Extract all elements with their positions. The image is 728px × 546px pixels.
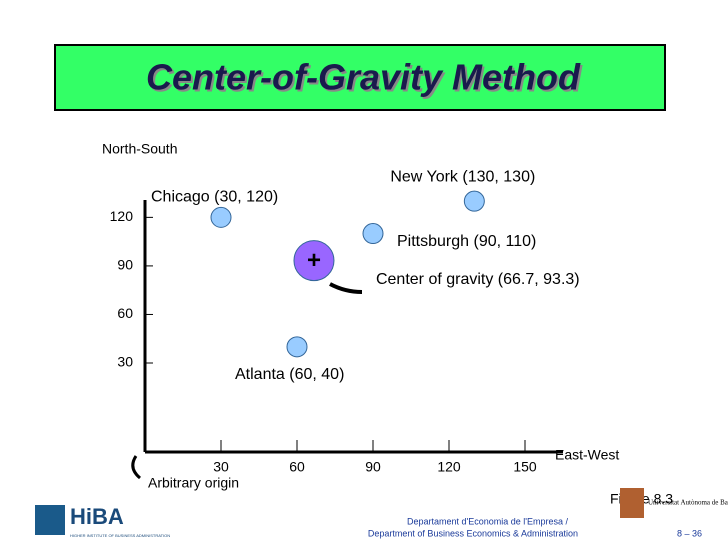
chart-title: Center-of-Gravity Method <box>146 57 581 98</box>
x-tick-label: 30 <box>213 459 229 475</box>
footer-en: Department of Business Economics & Admin… <box>368 528 578 538</box>
footer-es: Departament d'Economia de l'Empresa / <box>407 516 569 526</box>
hiba-logo: HiBA <box>70 504 124 529</box>
y-tick-label: 30 <box>117 354 133 370</box>
x-tick-label: 90 <box>365 459 381 475</box>
page-number: 8 – 36 <box>677 528 702 538</box>
title-shadow: Center-of-Gravity Method <box>148 59 583 100</box>
point <box>286 336 308 358</box>
center-label: Center of gravity (66.7, 93.3) <box>376 271 580 288</box>
x-tick-label: 60 <box>289 459 305 475</box>
center-marker: + <box>307 247 321 274</box>
x-tick-label: 120 <box>437 459 461 475</box>
uab-logo <box>620 488 644 518</box>
point <box>362 223 384 245</box>
y-axis-label: North-South <box>102 141 177 157</box>
center-point <box>293 240 335 282</box>
hiba-sub: HIGHER INSTITUTE OF BUSINESS ADMINISTRAT… <box>70 533 170 538</box>
point-label: Chicago (30, 120) <box>151 189 278 206</box>
x-axis-label: East-West <box>555 447 619 463</box>
y-tick-label: 90 <box>117 257 133 273</box>
origin-arrow <box>131 455 142 480</box>
y-tick-label: 60 <box>117 305 133 321</box>
uab-name: Universitat Autònoma de Barcelona <box>648 499 728 507</box>
point-label: Pittsburgh (90, 110) <box>397 233 536 250</box>
origin-label: Arbitrary origin <box>148 475 239 491</box>
x-tick-label: 150 <box>513 459 537 475</box>
center-arrow <box>329 282 363 294</box>
title-box <box>54 44 666 111</box>
point <box>210 206 232 228</box>
hiba-logo-mark <box>35 505 65 535</box>
point <box>463 190 485 212</box>
point-label: Atlanta (60, 40) <box>235 366 344 383</box>
point-label: New York (130, 130) <box>390 168 535 185</box>
y-tick-label: 120 <box>110 208 134 224</box>
